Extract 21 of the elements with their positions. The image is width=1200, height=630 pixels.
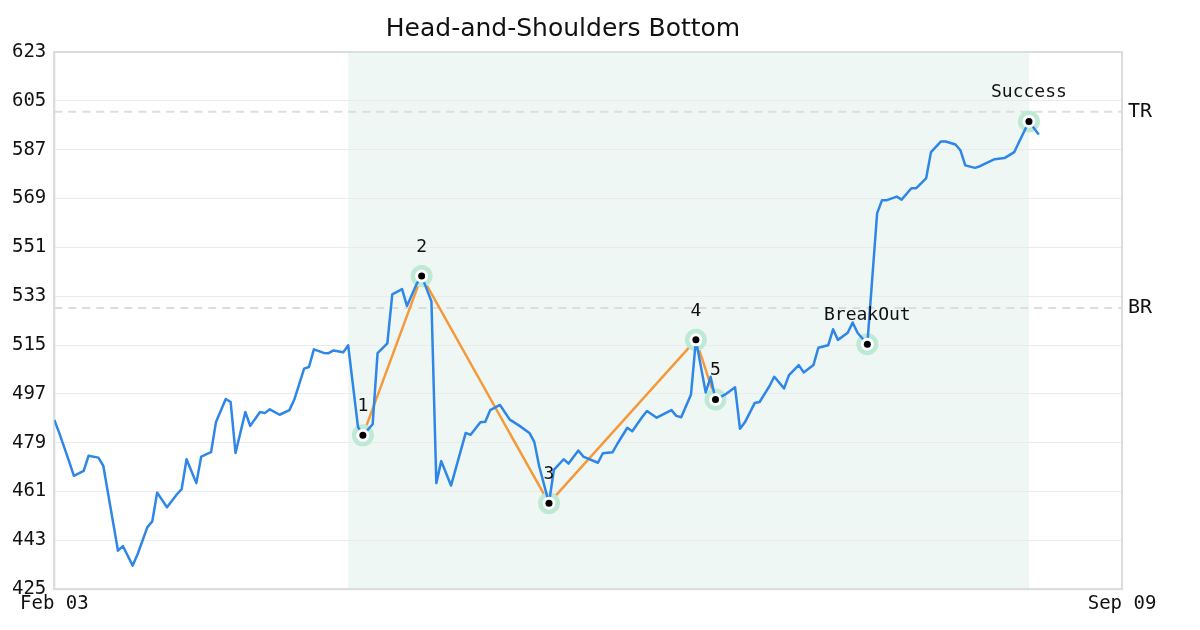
annotation: Success bbox=[991, 80, 1067, 102]
y-tick-label: 587 bbox=[11, 136, 47, 159]
chart-title: Head-and-Shoulders Bottom bbox=[385, 12, 741, 42]
x-tick-label: Sep 09 bbox=[1087, 590, 1157, 613]
y-tick-label: 569 bbox=[11, 185, 47, 208]
ref-line-label: BR bbox=[1128, 294, 1154, 319]
y-tick-label: 623 bbox=[11, 38, 47, 61]
y-tick-label: 533 bbox=[11, 283, 47, 306]
y-tick-label: 551 bbox=[11, 234, 47, 257]
annotation: 4 bbox=[690, 298, 702, 320]
y-tick-label: 479 bbox=[11, 429, 47, 452]
annotation: 3 bbox=[543, 461, 555, 483]
annotation: 2 bbox=[416, 234, 428, 256]
annotation: 1 bbox=[357, 394, 369, 416]
y-tick-label: 605 bbox=[11, 87, 47, 110]
y-tick-label: 443 bbox=[11, 527, 47, 550]
y-tick-label: 461 bbox=[11, 478, 47, 501]
y-tick-label: 497 bbox=[11, 380, 47, 403]
ref-line-label: TR bbox=[1128, 97, 1154, 122]
y-tick-label: 515 bbox=[11, 331, 47, 354]
annotation: 5 bbox=[710, 358, 721, 380]
